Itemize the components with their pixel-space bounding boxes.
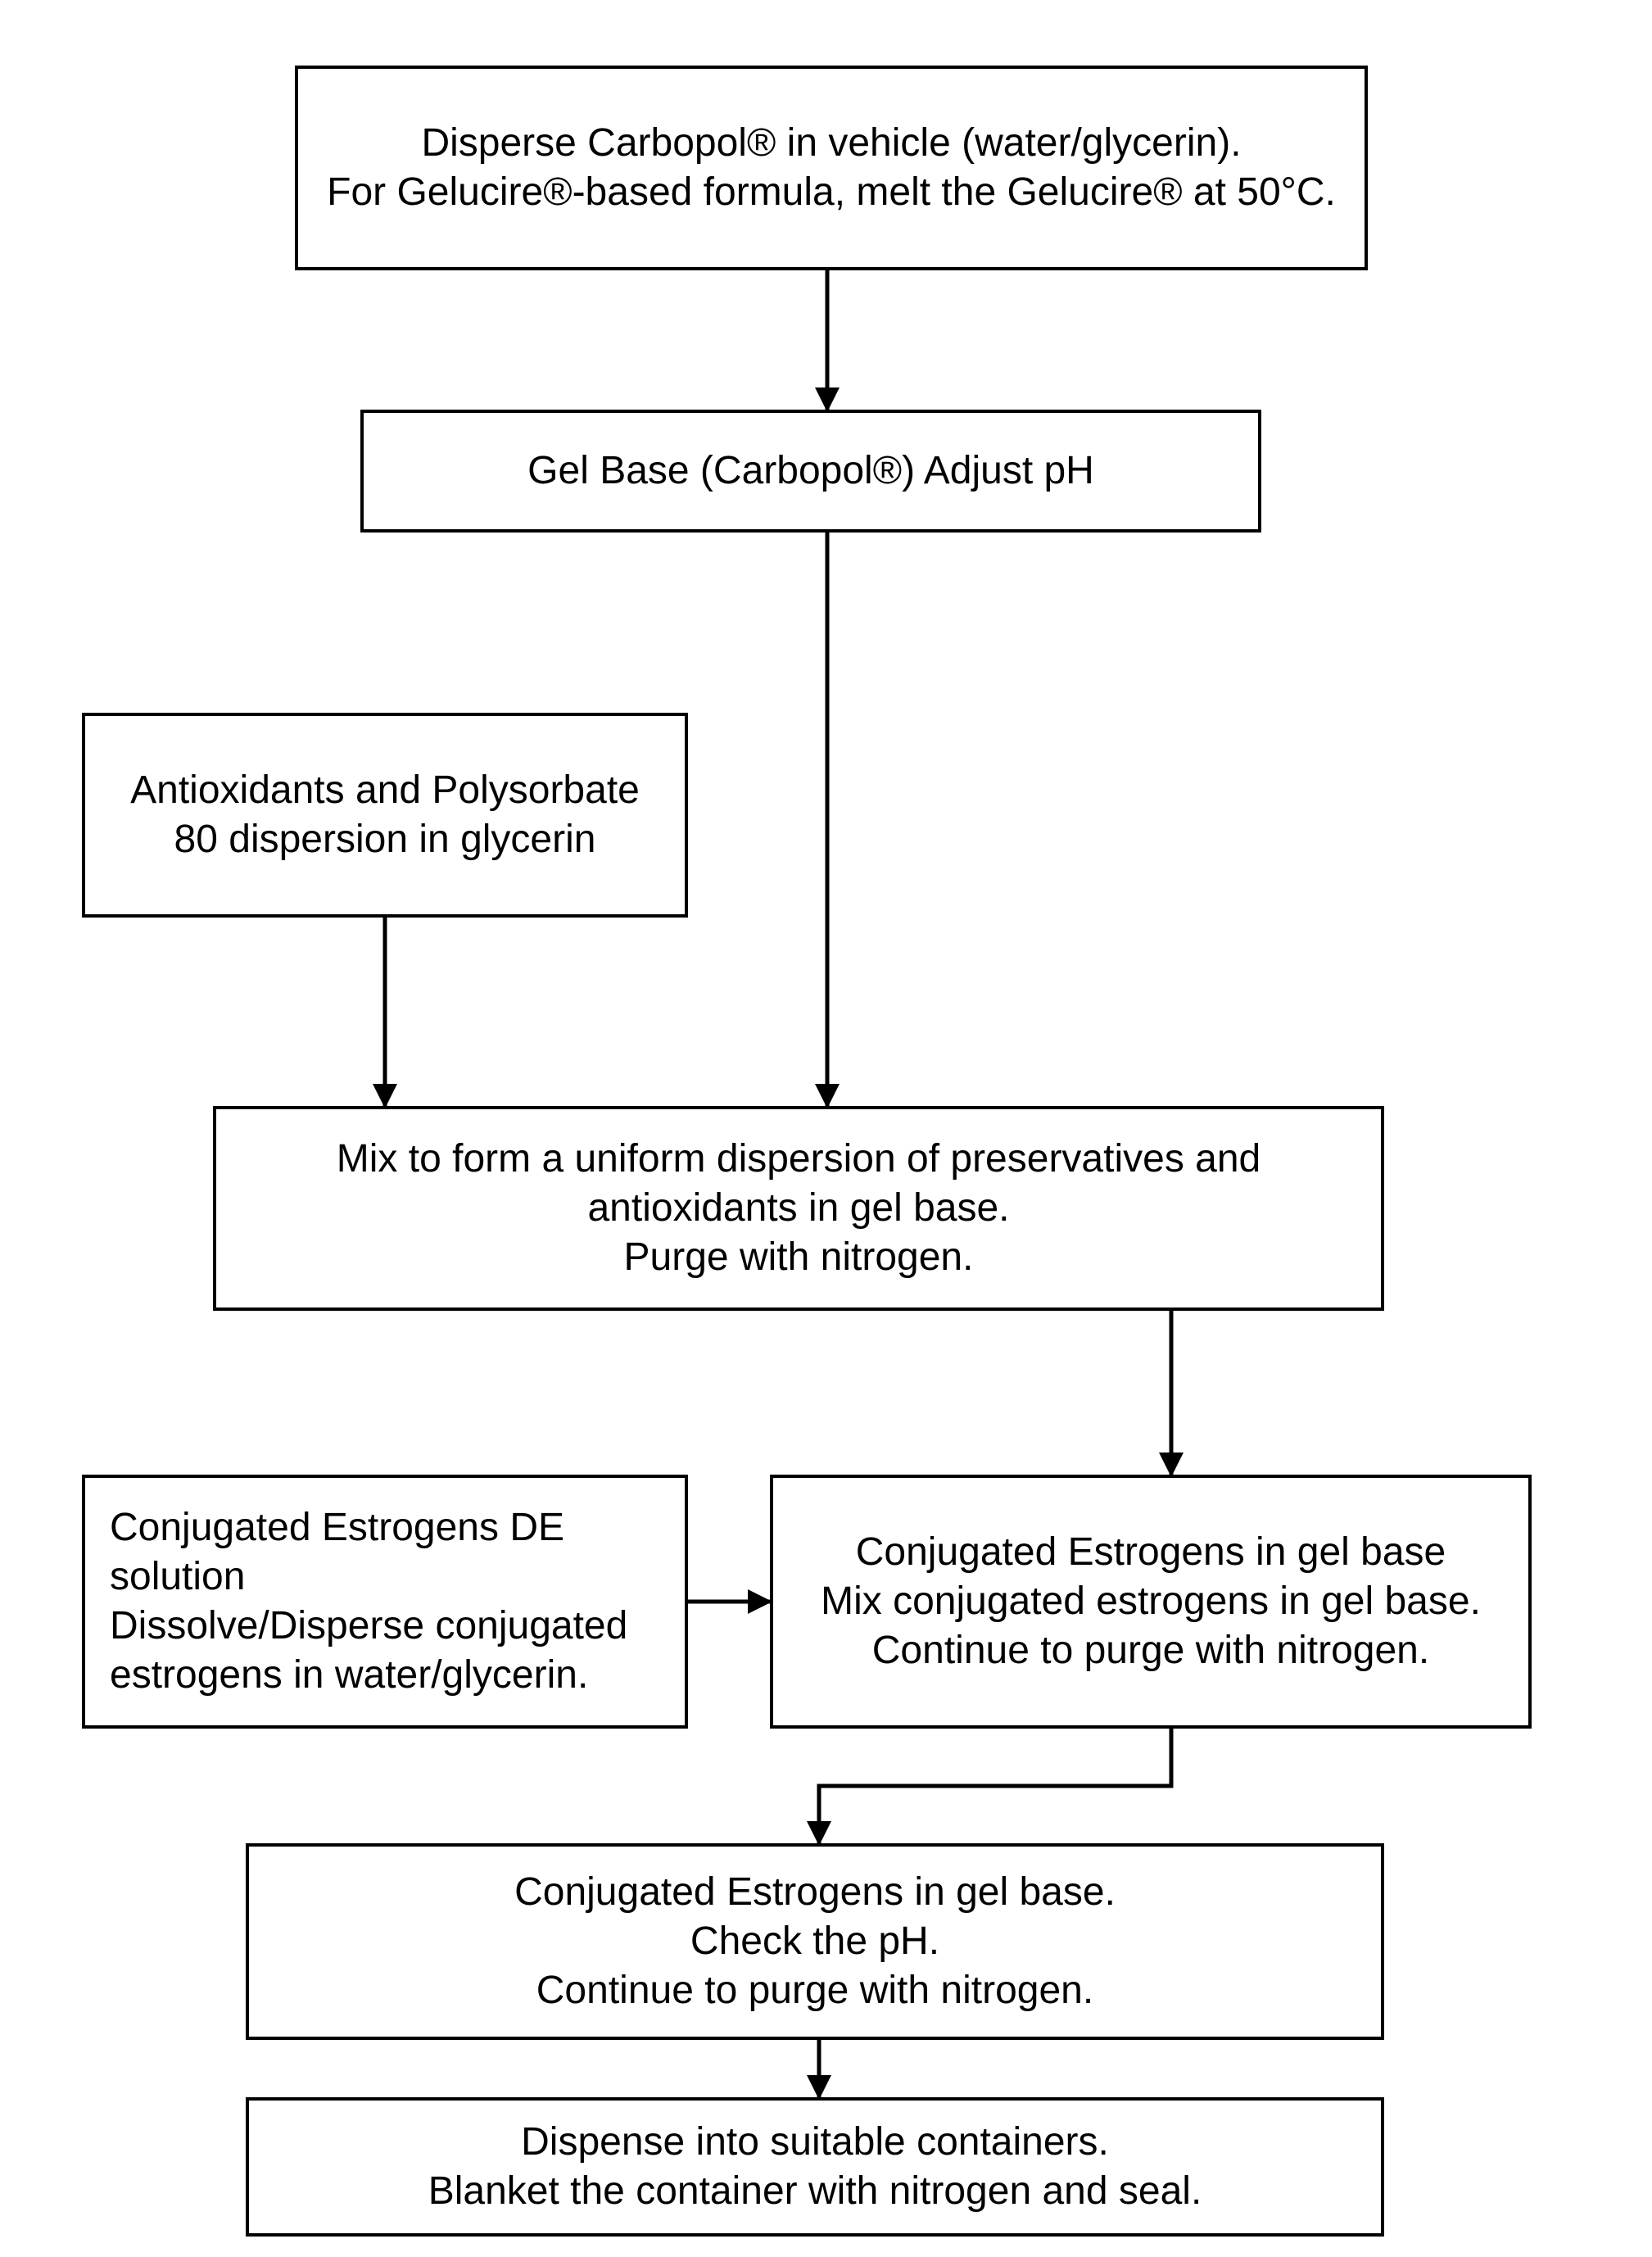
flowchart-node-text: Disperse Carbopol® in vehicle (water/gly… xyxy=(327,119,1336,217)
flowchart-node-n6: Conjugated Estrogens in gel baseMix conj… xyxy=(770,1475,1532,1729)
flowchart-node-n5: Conjugated Estrogens DE solutionDissolve… xyxy=(82,1475,688,1729)
flowchart-node-n3: Antioxidants and Polysorbate 80 dispersi… xyxy=(82,713,688,918)
flowchart-node-text: Dispense into suitable containers.Blanke… xyxy=(428,2118,1202,2216)
flowchart-node-text: Conjugated Estrogens in gel base.Check t… xyxy=(514,1868,1116,2015)
flowchart-node-text: Conjugated Estrogens DE solutionDissolve… xyxy=(110,1503,660,1700)
flowchart-node-text: Mix to form a uniform dispersion of pres… xyxy=(241,1135,1356,1282)
flowchart-node-n7: Conjugated Estrogens in gel base.Check t… xyxy=(246,1843,1384,2040)
flowchart-node-text: Gel Base (Carbopol®) Adjust pH xyxy=(527,446,1094,496)
flowchart-node-text: Antioxidants and Polysorbate 80 dispersi… xyxy=(110,766,660,864)
flowchart-canvas: Disperse Carbopol® in vehicle (water/gly… xyxy=(0,0,1652,2257)
flowchart-edge-5 xyxy=(819,1729,1171,1843)
flowchart-node-text: Conjugated Estrogens in gel baseMix conj… xyxy=(821,1528,1481,1675)
flowchart-node-n4: Mix to form a uniform dispersion of pres… xyxy=(213,1106,1384,1311)
flowchart-node-n1: Disperse Carbopol® in vehicle (water/gly… xyxy=(295,66,1368,270)
flowchart-node-n2: Gel Base (Carbopol®) Adjust pH xyxy=(360,410,1261,533)
flowchart-node-n8: Dispense into suitable containers.Blanke… xyxy=(246,2097,1384,2237)
